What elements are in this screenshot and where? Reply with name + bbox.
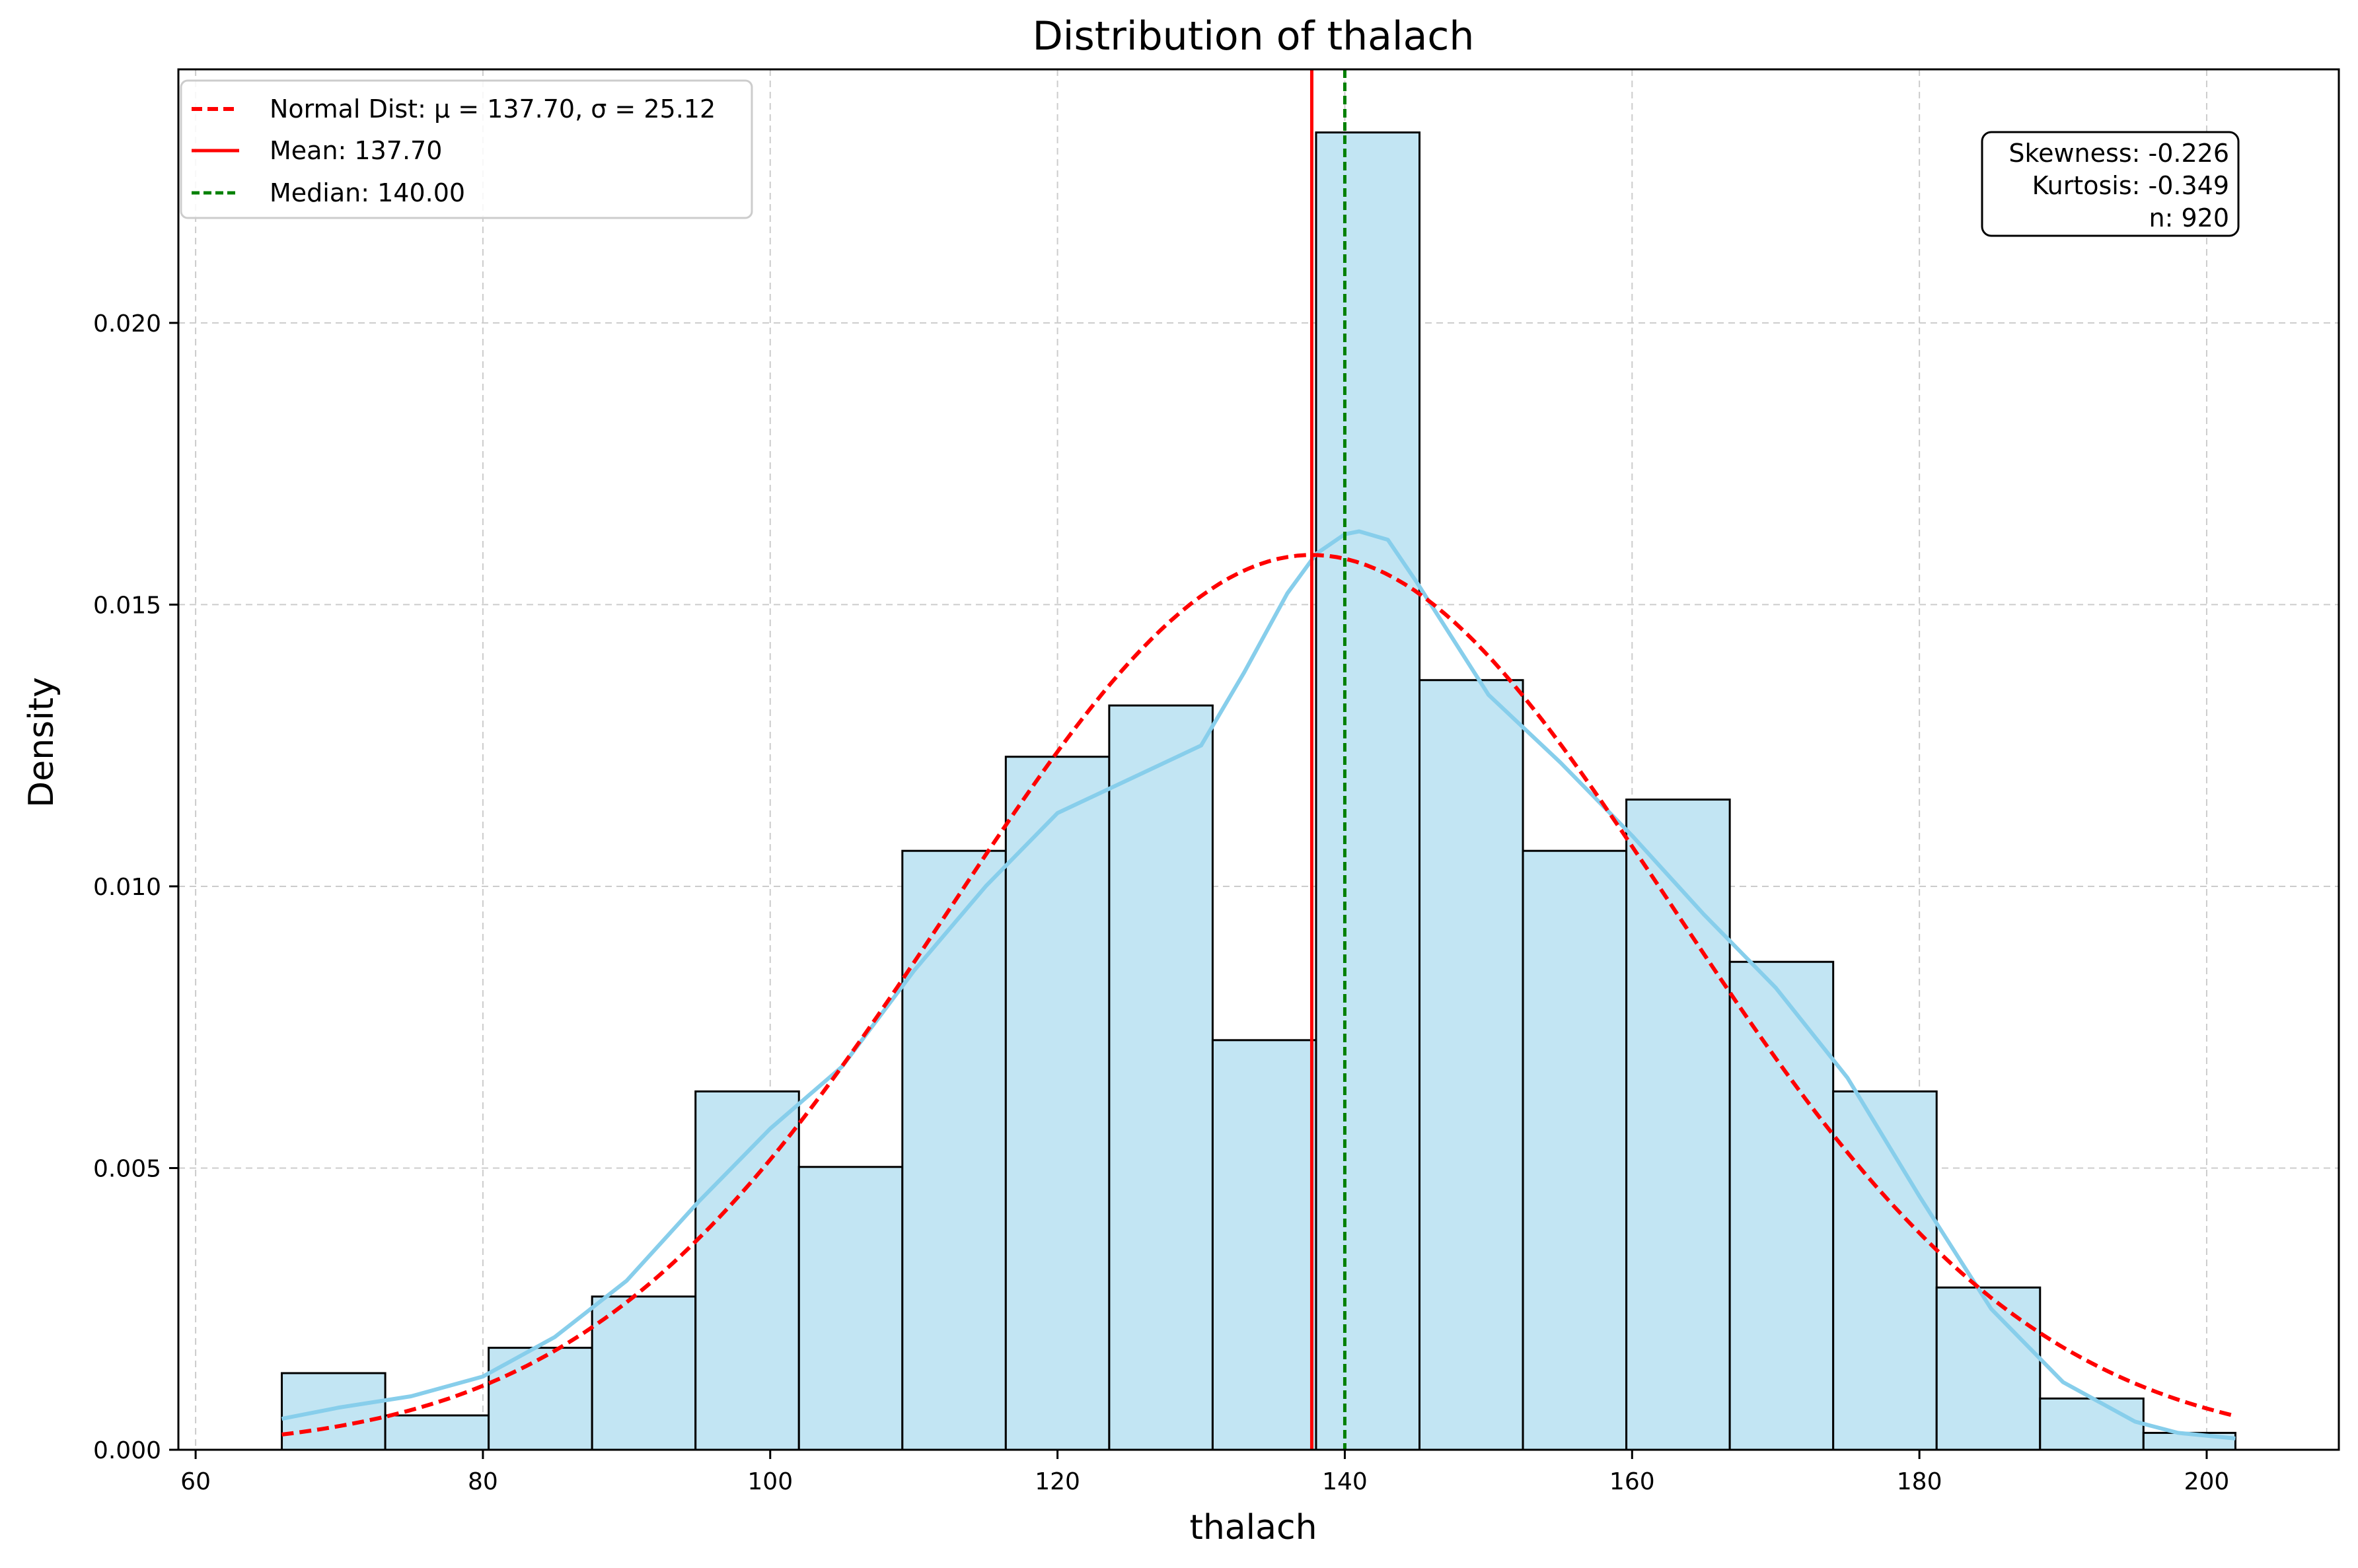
x-tick-label-4: 140 <box>1322 1468 1368 1495</box>
histogram-bars <box>281 131 2236 1451</box>
histogram-bar-14 <box>1728 960 1835 1451</box>
curves <box>281 529 2236 1441</box>
histogram-bar-10 <box>1315 131 1421 1451</box>
x-tick-label-5: 160 <box>1609 1468 1655 1495</box>
x-axis-label: thalach <box>1189 1508 1317 1548</box>
reference-lines <box>1309 69 1346 1450</box>
legend-normal-label: Normal Dist: μ = 137.70, σ = 25.12 <box>270 94 716 124</box>
x-tick-label-1: 80 <box>468 1468 498 1495</box>
histogram-bar-6 <box>901 849 1007 1451</box>
legend-frame <box>180 79 753 219</box>
histogram-bar-17 <box>2039 1397 2145 1451</box>
x-tick-label-0: 60 <box>180 1468 211 1495</box>
x-tick-label-2: 100 <box>747 1468 793 1495</box>
histogram-bar-5 <box>797 1166 904 1451</box>
y-tick-label-2: 0.010 <box>93 874 161 901</box>
chart-title: Distribution of thalach <box>1033 13 1475 59</box>
x-tick-label-3: 120 <box>1035 1468 1080 1495</box>
histogram-bar-12 <box>1522 849 1628 1451</box>
y-tick-label-1: 0.005 <box>93 1155 161 1182</box>
axes <box>177 68 2340 1451</box>
histogram-bar-15 <box>1832 1090 1938 1451</box>
ticks: 60 80 100 120 140 160 180 200 0.000 0.005 0.010 0.0… <box>93 310 2229 1495</box>
normal-curve <box>281 553 2236 1437</box>
y-axis-label: Density <box>22 677 61 808</box>
x-tick-label-6: 180 <box>1897 1468 1942 1495</box>
legend-mean-label: Mean: 137.70 <box>270 136 442 165</box>
histogram-bar-3 <box>591 1295 697 1451</box>
stats-skewness: Skewness: -0.226 <box>2008 139 2229 168</box>
legend: Normal Dist: μ = 137.70, σ = 25.12 Mean:… <box>180 79 753 219</box>
histogram-bar-8 <box>1108 704 1214 1451</box>
histogram-bar-1 <box>384 1414 490 1451</box>
legend-median-label: Median: 140.00 <box>270 178 465 207</box>
plot-frame <box>177 68 2340 1451</box>
stats-frame <box>1981 131 2240 237</box>
y-tick-label-4: 0.020 <box>93 310 161 338</box>
x-tick-label-7: 200 <box>2184 1468 2230 1495</box>
stats-kurtosis: Kurtosis: -0.349 <box>2032 171 2229 200</box>
histogram-bar-13 <box>1625 799 1731 1451</box>
y-tick-label-0: 0.000 <box>93 1437 161 1464</box>
histogram-bar-16 <box>1935 1286 2042 1451</box>
histogram-bar-7 <box>1004 756 1111 1451</box>
histogram-bar-9 <box>1211 1039 1317 1451</box>
stats-n: n: 920 <box>2149 203 2230 232</box>
y-tick-label-3: 0.015 <box>93 592 161 619</box>
histogram-bar-11 <box>1418 679 1524 1451</box>
histogram-bar-0 <box>281 1372 387 1451</box>
stats-box: Skewness: -0.226 Kurtosis: -0.349 n: 920 <box>1981 131 2240 237</box>
